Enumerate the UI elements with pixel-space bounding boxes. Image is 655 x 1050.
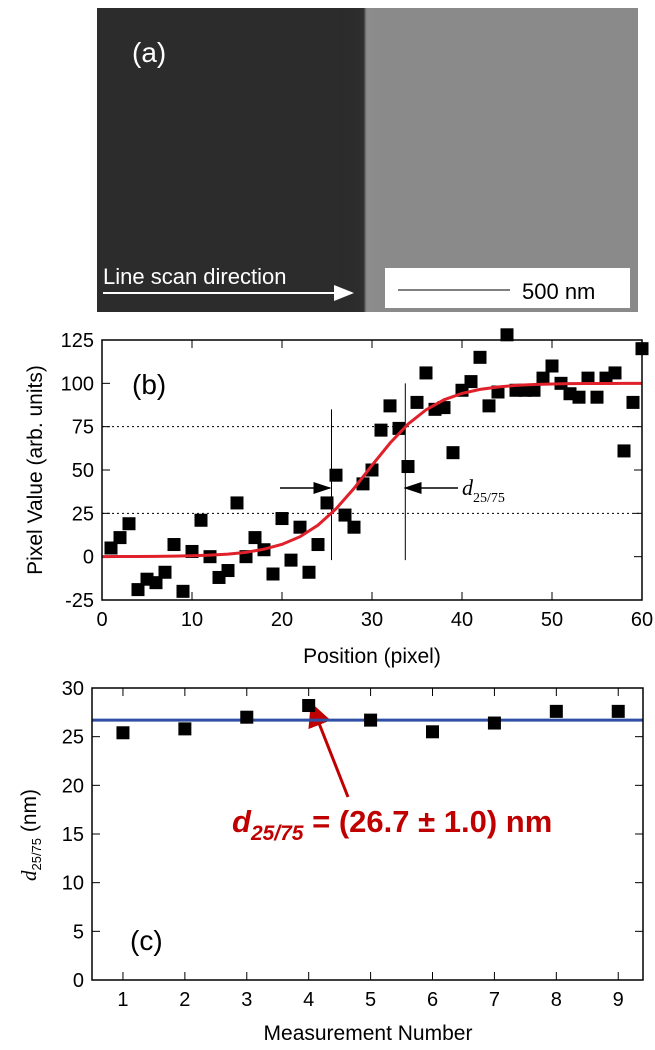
data-point [384, 399, 397, 412]
data-point [591, 391, 604, 404]
data-point [177, 585, 190, 598]
sem-bright [390, 8, 638, 312]
data-point [168, 538, 181, 551]
figure: (a) Line scan direction 500 nm (b) d25/7… [0, 0, 655, 1050]
x-tick-label: 60 [631, 609, 653, 631]
sem-edge [340, 8, 390, 312]
data-point [231, 496, 244, 509]
x-tick-label: 40 [451, 609, 473, 631]
data-point [420, 366, 433, 379]
y-axis-label: d25/75 (nm) [17, 789, 44, 881]
annotation-main: d [232, 804, 252, 839]
data-point [222, 564, 235, 577]
y-tick-label: 10 [62, 873, 84, 895]
data-point [178, 722, 191, 735]
y-tick-label: 15 [62, 824, 84, 846]
data-point [114, 531, 127, 544]
data-point [573, 391, 586, 404]
data-point [195, 514, 208, 527]
panel-label: (b) [132, 369, 166, 400]
scan-label: Line scan direction [103, 264, 286, 289]
x-tick-label: 4 [303, 989, 314, 1011]
data-point [339, 509, 352, 522]
x-tick-label: 8 [551, 989, 562, 1011]
y-label-main: d [17, 870, 41, 881]
data-point [483, 399, 496, 412]
data-point [240, 711, 253, 724]
data-point [618, 444, 631, 457]
y-tick-label: 100 [61, 373, 94, 395]
x-tick-label: 9 [613, 989, 624, 1011]
annotation-sub: 25/75 [250, 822, 304, 845]
data-point [488, 717, 501, 730]
x-tick-label: 7 [489, 989, 500, 1011]
data-point [312, 538, 325, 551]
data-point [609, 366, 622, 379]
annotation-rest: = (26.7 ± 1.0) nm [304, 804, 553, 839]
y-tick-label: 125 [61, 330, 94, 352]
data-point [364, 714, 377, 727]
y-tick-label: 25 [72, 503, 94, 525]
data-point [447, 446, 460, 459]
y-label-sub: 25/75 [29, 838, 44, 871]
data-point [411, 396, 424, 409]
data-point [402, 460, 415, 473]
x-tick-label: 6 [427, 989, 438, 1011]
y-tick-label: -25 [65, 590, 94, 612]
y-label-rest: (nm) [18, 789, 41, 838]
data-point [348, 521, 361, 534]
data-point [294, 521, 307, 534]
x-tick-label: 0 [96, 609, 107, 631]
x-tick-label: 20 [271, 609, 293, 631]
data-point [285, 554, 298, 567]
y-tick-label: 20 [62, 775, 84, 797]
x-axis-label: Measurement Number [264, 1022, 473, 1045]
y-tick-label: 50 [72, 460, 94, 482]
y-tick-label: 25 [62, 727, 84, 749]
annotation: d25/75 [462, 475, 505, 506]
x-axis-label: Position (pixel) [303, 645, 441, 668]
data-point [249, 531, 262, 544]
annotation-sub: 25/75 [473, 491, 505, 506]
data-point [159, 566, 172, 579]
y-tick-label: 75 [72, 417, 94, 439]
y-tick-label: 30 [62, 678, 84, 700]
panel-label: (a) [132, 37, 166, 68]
scale-label: 500 nm [522, 279, 595, 304]
data-point [116, 726, 129, 739]
data-point [302, 699, 315, 712]
data-point [276, 512, 289, 525]
data-point [546, 360, 559, 373]
data-point [474, 351, 487, 364]
x-tick-label: 2 [179, 989, 190, 1011]
data-point [330, 469, 343, 482]
data-point [426, 725, 439, 738]
panel-label: (c) [130, 925, 163, 956]
annotation: d25/75 = (26.7 ± 1.0) nm [232, 804, 552, 845]
data-point [612, 705, 625, 718]
data-point [321, 496, 334, 509]
data-point [627, 396, 640, 409]
x-tick-label: 10 [181, 609, 203, 631]
y-tick-label: 0 [73, 970, 84, 992]
y-tick-label: 5 [73, 921, 84, 943]
data-point [465, 375, 478, 388]
data-point [267, 568, 280, 581]
data-point [550, 705, 563, 718]
data-point [303, 566, 316, 579]
y-tick-label: 0 [83, 547, 94, 569]
x-tick-label: 3 [241, 989, 252, 1011]
x-tick-label: 1 [117, 989, 128, 1011]
x-tick-label: 5 [365, 989, 376, 1011]
y-axis-label: Pixel Value (arb. units) [24, 365, 47, 575]
x-tick-label: 50 [541, 609, 563, 631]
data-point [123, 517, 136, 530]
x-tick-label: 30 [361, 609, 383, 631]
data-point [375, 424, 388, 437]
